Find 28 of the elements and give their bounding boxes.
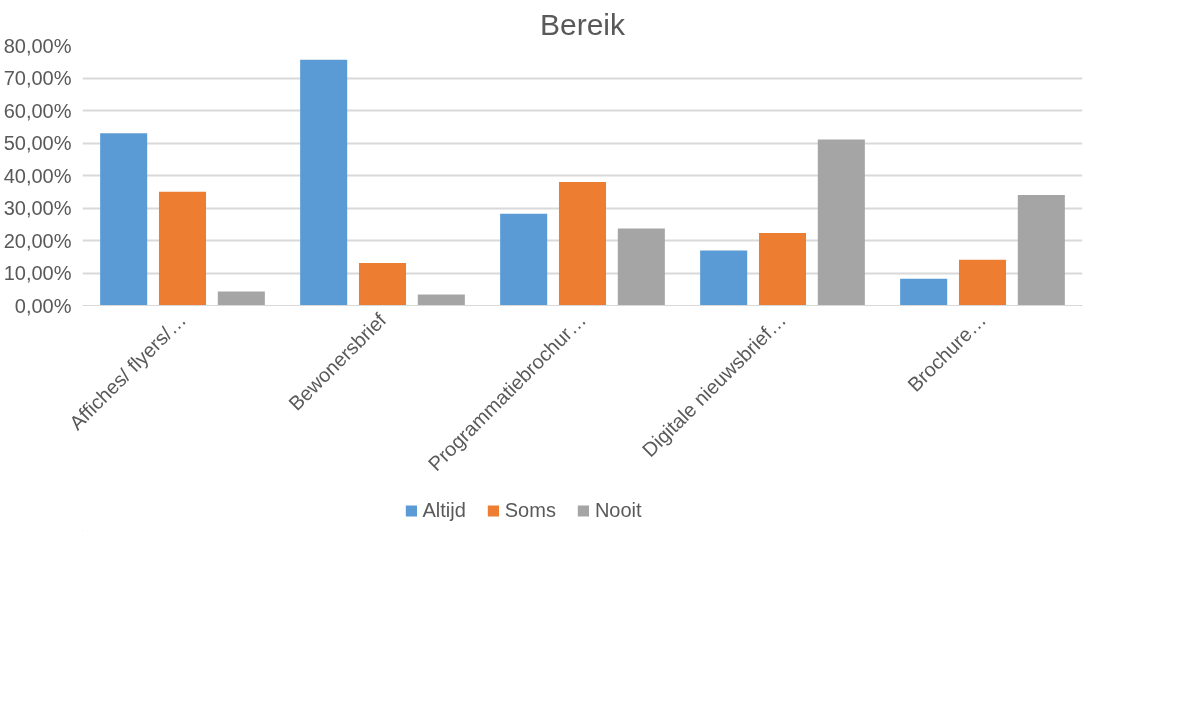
y-tick-label: 40,00% (3, 164, 72, 187)
y-tick-label: 60,00% (3, 99, 72, 122)
y-tick-label: 20,00% (3, 229, 72, 252)
y-tick-label: 0,00% (14, 294, 72, 317)
bar (500, 213, 548, 306)
bar (1017, 195, 1065, 306)
bar (958, 259, 1007, 306)
y-tick-label: 70,00% (3, 67, 72, 89)
bar (358, 262, 407, 306)
bar (700, 250, 748, 306)
bar (217, 291, 265, 306)
y-tick-label: 80,00% (3, 34, 72, 57)
chart-title: Bereik (539, 7, 627, 41)
y-tick-label: 50,00% (3, 132, 72, 154)
bar (100, 133, 148, 306)
legend-label: Altijd (422, 498, 466, 522)
bar (617, 228, 665, 306)
bar (300, 59, 348, 306)
bar (558, 182, 607, 306)
legend-label: Nooit (594, 498, 642, 522)
y-tick-label: 10,00% (3, 262, 72, 284)
bar (900, 278, 948, 306)
bar (817, 139, 865, 306)
legend-label: Soms (504, 498, 556, 522)
bar (417, 294, 465, 306)
y-tick-label: 30,00% (3, 197, 72, 219)
bar (758, 233, 807, 306)
bar (158, 191, 207, 306)
